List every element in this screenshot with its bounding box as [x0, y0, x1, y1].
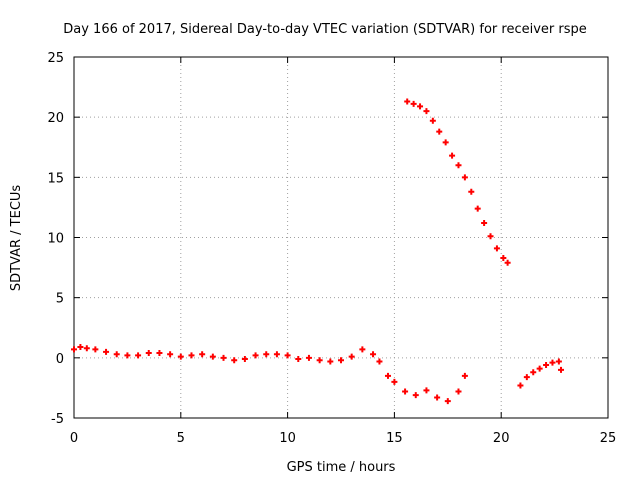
y-tick-label: -5	[51, 412, 64, 427]
y-tick-label: 10	[47, 232, 64, 247]
data-point	[481, 220, 488, 227]
data-point	[500, 254, 507, 261]
data-point	[348, 353, 355, 360]
chart-title: Day 166 of 2017, Sidereal Day-to-day VTE…	[63, 22, 587, 37]
data-point	[543, 362, 550, 369]
data-point	[517, 382, 524, 389]
data-points	[71, 98, 565, 405]
data-point	[555, 358, 562, 365]
data-point	[327, 358, 334, 365]
data-point	[455, 388, 462, 395]
data-point	[188, 352, 195, 359]
data-point	[241, 356, 248, 363]
data-point	[487, 233, 494, 240]
data-point	[231, 357, 238, 364]
data-point	[220, 354, 227, 361]
data-point	[412, 392, 419, 399]
data-point	[77, 344, 84, 351]
data-point	[417, 103, 424, 110]
data-point	[530, 369, 537, 376]
data-point	[391, 378, 398, 385]
x-tick-label: 5	[177, 431, 185, 446]
data-point	[359, 346, 366, 353]
data-point	[410, 100, 417, 107]
data-point	[468, 188, 475, 195]
data-point	[295, 356, 302, 363]
y-tick-labels: -5 0 5 10 15 20 25	[47, 51, 64, 427]
data-point	[252, 352, 259, 359]
data-point	[376, 358, 383, 365]
data-point	[455, 162, 462, 169]
data-point	[305, 354, 312, 361]
x-tick-label: 15	[386, 431, 403, 446]
y-tick-label: 5	[56, 292, 64, 307]
data-point	[71, 346, 77, 353]
data-point	[167, 351, 174, 358]
data-point	[177, 353, 184, 360]
data-point	[461, 372, 468, 379]
data-point	[423, 108, 430, 115]
data-point	[209, 353, 216, 360]
data-point	[436, 128, 443, 135]
x-tick-label: 25	[600, 431, 617, 446]
data-point	[523, 374, 530, 381]
data-point	[273, 351, 280, 358]
data-point	[449, 152, 456, 159]
data-point	[461, 174, 468, 181]
data-point	[92, 346, 99, 353]
y-tick-label: 25	[47, 51, 64, 66]
data-point	[83, 345, 90, 352]
x-tick-label: 20	[493, 431, 510, 446]
x-tick-labels: 0 5 10 15 20 25	[70, 431, 616, 446]
data-point	[442, 139, 449, 146]
data-point	[135, 352, 142, 359]
y-axis-label: SDTVAR / TECUs	[9, 185, 24, 292]
data-point	[124, 352, 131, 359]
y-tick-label: 20	[47, 111, 64, 126]
data-point	[504, 259, 511, 266]
data-point	[558, 366, 565, 373]
data-point	[404, 98, 411, 105]
gridlines	[74, 57, 608, 418]
y-tick-label: 15	[47, 171, 64, 186]
data-point	[145, 350, 152, 357]
axis-ticks	[73, 56, 609, 419]
data-point	[113, 351, 120, 358]
data-point	[384, 372, 391, 379]
data-point	[338, 357, 344, 364]
data-point	[474, 205, 481, 212]
data-point	[434, 394, 441, 401]
data-point	[429, 117, 436, 124]
data-point	[103, 348, 110, 355]
data-point	[370, 351, 377, 358]
data-point	[156, 350, 163, 357]
x-tick-label: 0	[70, 431, 78, 446]
data-point	[316, 357, 323, 364]
data-point	[423, 387, 430, 394]
data-point	[199, 351, 206, 358]
data-point	[536, 365, 543, 372]
data-point	[284, 352, 291, 359]
y-tick-label: 0	[56, 352, 64, 367]
data-point	[493, 245, 500, 252]
data-point	[263, 351, 270, 358]
x-tick-label: 10	[279, 431, 296, 446]
data-point	[402, 388, 409, 395]
x-axis-label: GPS time / hours	[287, 460, 396, 475]
data-point	[549, 359, 556, 366]
data-point	[444, 398, 451, 405]
